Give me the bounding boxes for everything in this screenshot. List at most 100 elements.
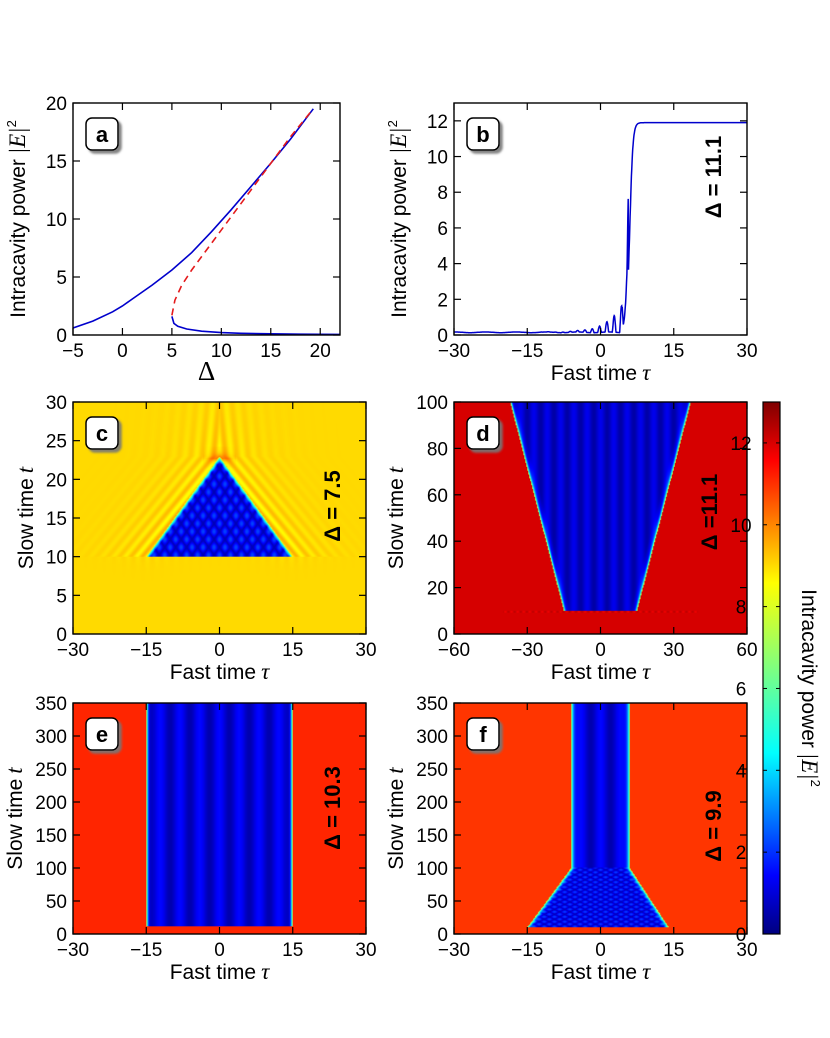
y-label-text: Slow time xyxy=(15,478,38,569)
y-tick-label: 40 xyxy=(427,532,448,553)
y-tick-label: 150 xyxy=(35,826,67,847)
heatmap-image xyxy=(73,703,366,934)
x-tick-label: 15 xyxy=(663,341,684,362)
x-axis-label: Fast time τ xyxy=(170,659,270,684)
x-label-text: Fast time xyxy=(551,661,637,684)
colorbar-tick-label: 0 xyxy=(736,925,747,946)
x-axis-label: Fast time τ xyxy=(551,659,651,684)
y-tick-label: 300 xyxy=(35,727,67,748)
y-tick-label: 0 xyxy=(56,925,67,946)
y-tick-label: 250 xyxy=(35,760,67,781)
colorbar-tick-label: 2 xyxy=(736,843,747,864)
x-tick-label: 30 xyxy=(736,940,757,961)
y-tick-label: 250 xyxy=(416,760,448,781)
x-tick-label: −30 xyxy=(438,341,470,362)
x-tick-label: −60 xyxy=(438,640,470,661)
y-label-math: t xyxy=(2,767,27,774)
x-tick-label: −30 xyxy=(57,940,89,961)
panel-d-axes: −60 −30 0 30 60 0 20 40 60 80 100 xyxy=(416,393,757,661)
x-label-math: τ xyxy=(642,360,651,385)
plot-frame xyxy=(453,401,748,635)
panel-a-series xyxy=(73,108,340,335)
detuning-annotation: Δ = 10.3 xyxy=(320,766,345,850)
y-tick-label: 100 xyxy=(416,859,448,880)
colorbar-tick-label: 4 xyxy=(736,761,747,782)
detuning-annotation: Δ = 11.1 xyxy=(701,136,726,219)
x-tick-label: −15 xyxy=(130,640,162,661)
panel-letter: f xyxy=(479,722,487,747)
x-label-math: τ xyxy=(261,959,270,984)
y-tick-label: 12 xyxy=(427,112,448,133)
plot-frame xyxy=(72,702,367,935)
panel-badge xyxy=(85,717,119,751)
y-tick-label: 15 xyxy=(46,152,67,173)
x-tick-label: 60 xyxy=(736,640,757,661)
panel-badge xyxy=(466,717,500,751)
y-tick-label: 4 xyxy=(437,255,448,276)
x-tick-label: −30 xyxy=(57,640,89,661)
panel-badge xyxy=(85,416,119,450)
y-tick-label: 50 xyxy=(427,892,448,913)
colorbar-tick-label: 12 xyxy=(730,434,751,455)
x-tick-label: −30 xyxy=(511,640,543,661)
x-label-text: Fast time xyxy=(170,661,256,684)
y-tick-label: 100 xyxy=(35,859,67,880)
x-label-text: Fast time xyxy=(551,362,637,385)
panel-badge xyxy=(466,416,500,450)
y-axis-label: Slow time t xyxy=(383,466,408,569)
y-tick-label: 350 xyxy=(416,694,448,715)
y-tick-label: 6 xyxy=(437,219,448,240)
x-label-math: τ xyxy=(261,659,270,684)
x-axis-label: Fast time τ xyxy=(170,959,270,984)
x-tick-label: 0 xyxy=(595,940,606,961)
y-tick-label: 15 xyxy=(46,509,67,530)
y-tick-label: 150 xyxy=(416,826,448,847)
y-label-text: Intracavity power xyxy=(388,159,411,318)
y-axis-label: Slow time t xyxy=(383,767,408,870)
x-label-math: τ xyxy=(642,659,651,684)
y-label-math: t xyxy=(13,466,38,473)
x-tick-label: 15 xyxy=(260,341,281,362)
heatmap-image xyxy=(454,402,747,634)
x-axis-label: Fast time τ xyxy=(551,360,651,385)
x-axis-label: Δ xyxy=(198,356,215,386)
panel-letter: d xyxy=(476,421,489,446)
y-tick-label: 20 xyxy=(427,579,448,600)
y-label-superscript: 2 xyxy=(385,120,400,127)
x-tick-label: 30 xyxy=(355,640,376,661)
y-tick-label: 10 xyxy=(46,210,67,231)
x-tick-label: 0 xyxy=(117,341,128,362)
series-line xyxy=(171,108,314,316)
x-tick-label: 10 xyxy=(211,341,232,362)
plot-frame xyxy=(72,102,341,336)
heatmap-image xyxy=(73,402,366,634)
y-label-math: |E| xyxy=(5,127,30,154)
y-tick-label: 80 xyxy=(427,439,448,460)
x-tick-label: 20 xyxy=(310,341,331,362)
y-tick-label: 25 xyxy=(46,432,67,453)
y-tick-label: 0 xyxy=(56,625,67,646)
y-tick-label: 200 xyxy=(35,793,67,814)
x-tick-label: −15 xyxy=(130,940,162,961)
y-tick-label: 2 xyxy=(437,290,448,311)
x-tick-label: 30 xyxy=(663,640,684,661)
y-label-text: Slow time xyxy=(385,779,408,870)
x-axis-label: Fast time τ xyxy=(551,959,651,984)
x-tick-label: −15 xyxy=(511,341,543,362)
y-tick-label: 300 xyxy=(416,727,448,748)
panel-letter: c xyxy=(96,421,108,446)
x-tick-label: 30 xyxy=(736,341,757,362)
detuning-annotation: Δ = 7.5 xyxy=(320,470,345,541)
plot-frame xyxy=(453,702,748,935)
x-tick-label: 15 xyxy=(663,940,684,961)
y-tick-label: 100 xyxy=(416,393,448,414)
y-tick-label: 60 xyxy=(427,486,448,507)
x-tick-label: −5 xyxy=(62,341,84,362)
y-tick-label: 0 xyxy=(437,925,448,946)
y-axis-label: Slow time t xyxy=(2,767,27,870)
x-label-text: Fast time xyxy=(170,961,256,984)
y-label-math: t xyxy=(383,767,408,774)
